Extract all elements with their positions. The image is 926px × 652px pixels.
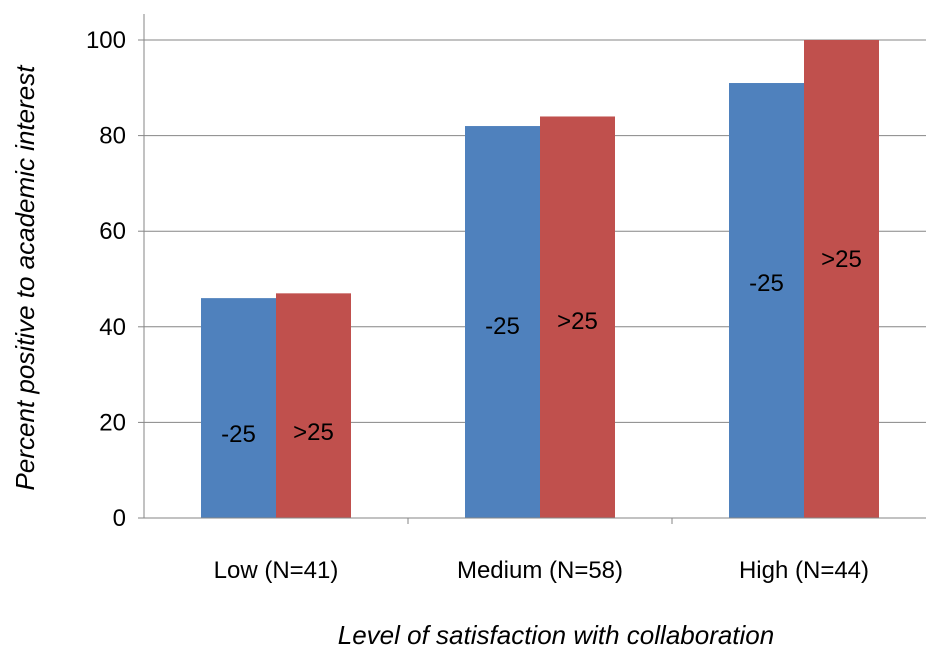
bar-0-2 (729, 83, 804, 519)
bar-1-0 (276, 293, 351, 518)
bars (201, 40, 879, 519)
y-tick-label-60: 60 (99, 218, 126, 245)
x-category-label-1: Medium (N=58) (457, 557, 623, 584)
y-tick-label-80: 80 (99, 123, 126, 150)
x-category-label-0: Low (N=41) (214, 557, 339, 584)
axes (138, 14, 926, 524)
bar-1-2 (804, 40, 879, 518)
x-axis-title: Level of satisfaction with collaboration (338, 620, 774, 650)
y-tick-label-0: 0 (113, 505, 126, 532)
y-tick-labels: 0 20 40 60 80 100 (86, 27, 126, 532)
bar-0-0 (201, 298, 276, 518)
bar-label-1-1: >25 (557, 308, 598, 335)
bar-label-0-0: -25 (221, 421, 256, 448)
bar-label-0-2: -25 (749, 270, 784, 297)
bar-labels: -25 >25 -25 >25 -25 >25 (221, 246, 862, 448)
bar-label-1-2: >25 (821, 246, 862, 273)
x-category-labels: Low (N=41) Medium (N=58) High (N=44) (214, 557, 869, 584)
bar-0-1 (465, 126, 540, 518)
y-tick-label-100: 100 (86, 27, 126, 54)
x-category-label-2: High (N=44) (739, 557, 869, 584)
bar-label-1-0: >25 (293, 419, 334, 446)
bar-label-0-1: -25 (485, 313, 520, 340)
y-tick-label-20: 20 (99, 409, 126, 436)
y-tick-label-40: 40 (99, 314, 126, 341)
bar-1-1 (540, 116, 615, 518)
y-axis-title: Percent positive to academic interest (10, 64, 40, 491)
